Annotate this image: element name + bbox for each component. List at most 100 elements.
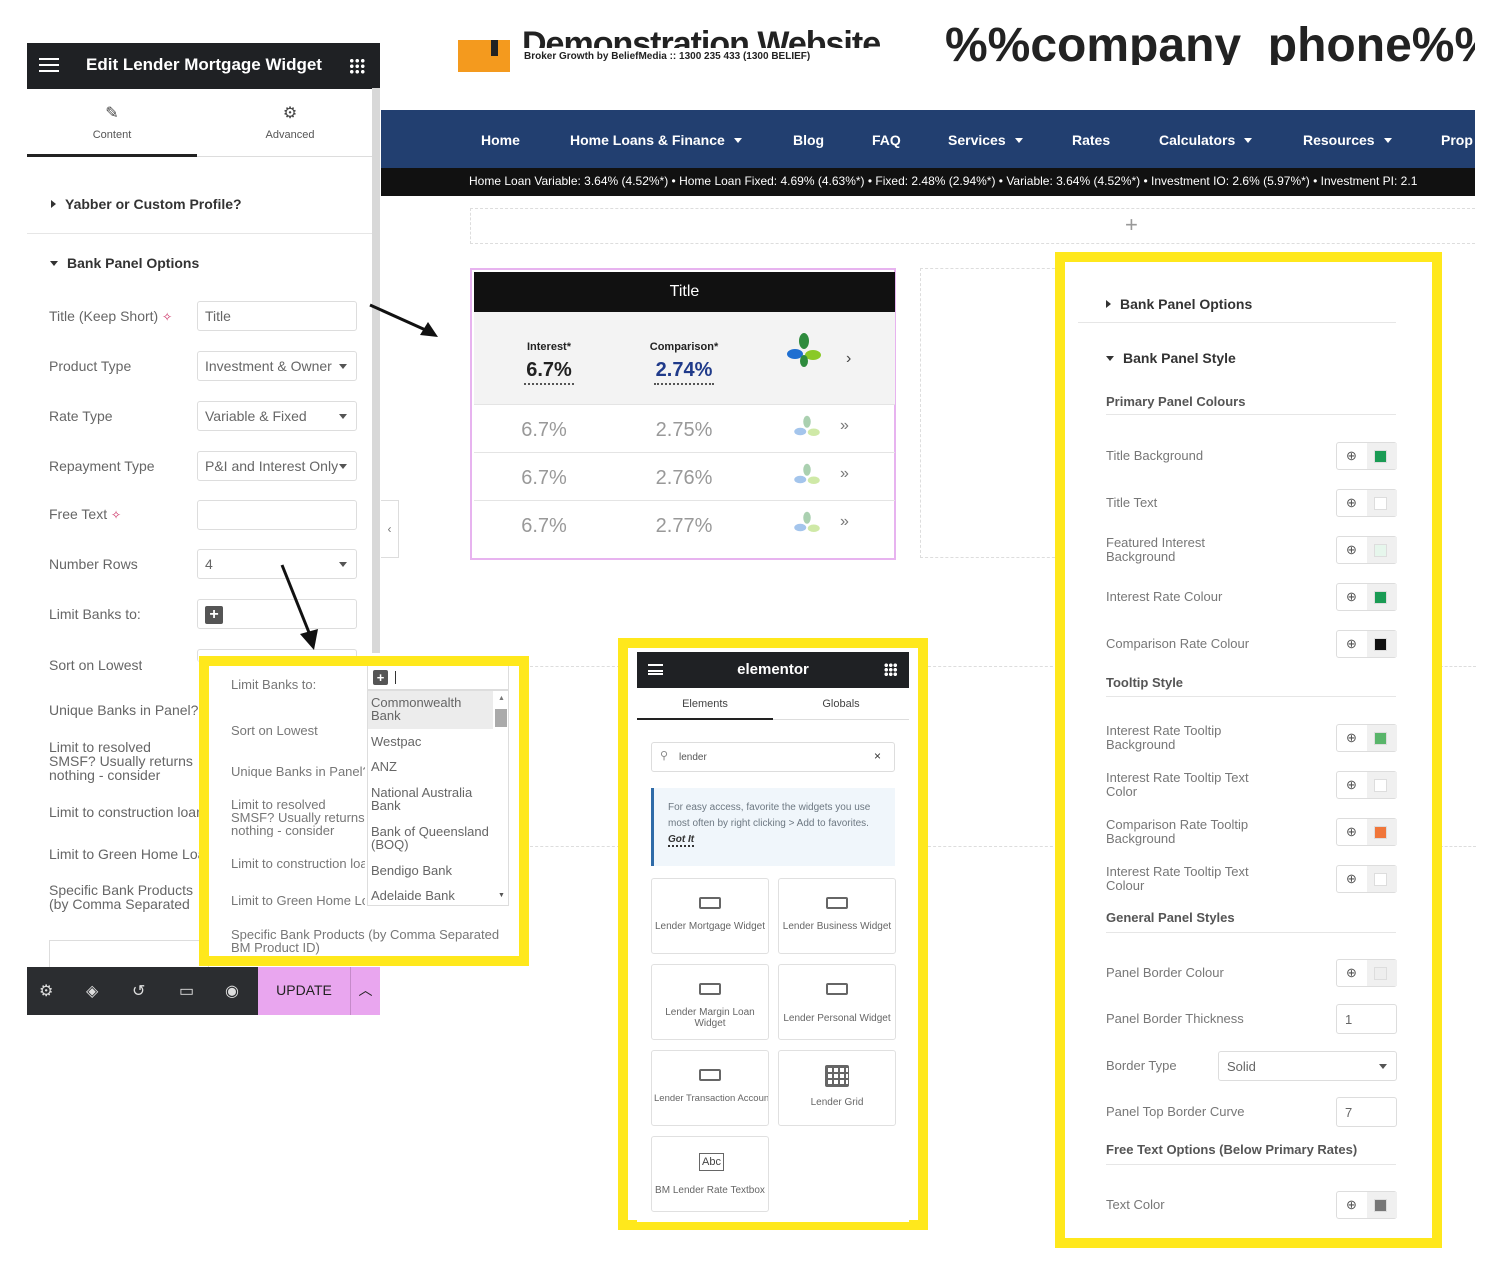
option-nab[interactable]: National Australia Bank [371,785,473,813]
globe-icon[interactable]: ⊕ [1346,730,1357,745]
history-icon[interactable]: ↺ [132,983,146,1000]
option-westpac[interactable]: Westpac [371,734,422,749]
nav-calculators[interactable]: Calculators [1159,132,1253,148]
repayment-type-select[interactable]: P&I and Interest Only [197,451,357,481]
text-color-control[interactable]: ⊕ [1336,1191,1397,1219]
nav-home-loans[interactable]: Home Loans & Finance [570,132,742,148]
widget-lender-transaction[interactable]: Lender Transaction Account Widget [651,1050,769,1126]
widget-lender-mortgage[interactable]: Lender Mortgage Widget [651,878,769,954]
ai-sparkle-icon[interactable]: ✧ [111,508,122,522]
comparison-rate-colour-control[interactable]: ⊕ [1336,630,1397,658]
section-bank-panel-style[interactable]: Bank Panel Style [1106,350,1236,366]
widget-lender-grid[interactable]: Lender Grid [778,1050,896,1126]
widget-lender-personal[interactable]: Lender Personal Widget [778,964,896,1040]
tab-globals[interactable]: Globals [773,690,909,720]
plus-icon[interactable]: + [205,606,223,624]
bank-options-list[interactable]: ▲ ▼ [367,690,509,906]
chevron-right-icon[interactable]: › [846,350,852,367]
number-rows-select[interactable]: 4 [197,549,357,579]
tab-advanced[interactable]: ⚙ Advanced [205,89,375,157]
border-type-select[interactable]: Solid [1218,1051,1397,1081]
nav-blog[interactable]: Blog [793,132,825,148]
nav-prop[interactable]: Prop [1441,132,1473,148]
panel-border-thickness-input[interactable]: 1 [1336,1004,1397,1034]
tab-content[interactable]: ✎ Content [27,89,197,157]
free-text-input[interactable] [197,500,357,530]
globe-icon[interactable]: ⊕ [1346,1197,1357,1212]
lender-rate-widget[interactable]: Title Interest* Comparison* 6.7% 2.74% ›… [470,268,896,560]
globe-icon[interactable]: ⊕ [1346,495,1357,510]
option-anz[interactable]: ANZ [371,759,397,774]
update-options-button[interactable]: ︿ [350,967,380,1015]
color-swatch[interactable] [1374,967,1387,980]
double-chevron-icon[interactable]: » [840,465,849,482]
update-button[interactable]: UPDATE [258,967,350,1015]
nav-services[interactable]: Services [948,132,1023,148]
preview-eye-icon[interactable]: ◉ [225,983,239,1000]
globe-icon[interactable]: ⊕ [1346,965,1357,980]
tab-elements[interactable]: Elements [637,690,773,720]
widget-lender-margin-loan[interactable]: Lender Margin Loan Widget [651,964,769,1040]
interest-tooltip-text-control[interactable]: ⊕ [1336,771,1397,799]
widgets-grid-icon[interactable] [349,58,365,74]
add-section-plus-icon[interactable]: + [1125,212,1138,237]
interest-tooltip-text-colour-control[interactable]: ⊕ [1336,865,1397,893]
option-adelaide[interactable]: Adelaide Bank [371,888,455,903]
option-boq[interactable]: Bank of Queensland (BOQ) [371,824,489,852]
color-swatch[interactable] [1374,779,1387,792]
color-swatch[interactable] [1374,732,1387,745]
nav-faq[interactable]: FAQ [872,132,901,148]
widget-lender-business[interactable]: Lender Business Widget [778,878,896,954]
limit-banks-tag-input[interactable]: + [367,666,509,690]
ai-sparkle-icon[interactable]: ✧ [162,310,173,324]
editor-scrollbar[interactable] [372,88,380,653]
section-yabber[interactable]: Yabber or Custom Profile? [27,196,375,212]
hamburger-menu-icon[interactable] [39,58,59,72]
limit-banks-input[interactable]: + [197,599,357,629]
globe-icon[interactable]: ⊕ [1346,871,1357,886]
plus-icon[interactable]: + [373,670,388,685]
color-swatch[interactable] [1374,1199,1387,1212]
title-input[interactable]: Title [197,301,357,331]
featured-interest-rate[interactable]: 6.7% [524,359,574,385]
color-swatch[interactable] [1374,873,1387,886]
globe-icon[interactable]: ⊕ [1346,448,1357,463]
got-it-link[interactable]: Got It [668,834,695,847]
scroll-up-icon[interactable]: ▲ [498,695,505,702]
featured-interest-bg-control[interactable]: ⊕ [1336,536,1397,564]
color-swatch[interactable] [1374,826,1387,839]
add-section-dropzone[interactable] [470,208,1475,244]
globe-icon[interactable]: ⊕ [1346,636,1357,651]
clear-search-icon[interactable]: × [874,749,882,763]
layers-icon[interactable]: ◈ [86,983,99,1000]
featured-comparison-rate[interactable]: 2.74% [654,359,714,385]
option-commonwealth[interactable]: Commonwealth Bank [371,695,462,723]
widget-search-input[interactable]: ⚲ lender × [651,742,895,772]
nav-rates[interactable]: Rates [1072,132,1111,148]
globe-icon[interactable]: ⊕ [1346,542,1357,557]
color-swatch[interactable] [1374,497,1387,510]
responsive-icon[interactable]: ▭ [179,983,195,1000]
title-background-control[interactable]: ⊕ [1336,442,1397,470]
specific-products-input[interactable] [49,940,209,970]
rate-row[interactable]: 6.7% 2.76% » [474,452,895,500]
double-chevron-icon[interactable]: » [840,417,849,434]
scroll-thumb[interactable] [495,709,507,727]
scroll-down-icon[interactable]: ▼ [498,892,505,899]
title-text-control[interactable]: ⊕ [1336,489,1397,517]
site-title[interactable]: Demonstration Website [522,25,881,48]
settings-icon[interactable]: ⚙ [39,983,54,1000]
collapse-panel-toggle[interactable]: ‹ [381,500,399,558]
hamburger-menu-icon[interactable] [648,664,663,675]
interest-rate-colour-control[interactable]: ⊕ [1336,583,1397,611]
section-bank-panel-options[interactable]: Bank Panel Options [1106,296,1252,312]
nav-home[interactable]: Home [481,132,520,148]
widget-bm-lender-rate-textbox[interactable]: Abc BM Lender Rate Textbox [651,1136,769,1212]
color-swatch[interactable] [1374,591,1387,604]
interest-tooltip-bg-control[interactable]: ⊕ [1336,724,1397,752]
rate-row[interactable]: 6.7% 2.77% » [474,500,895,548]
double-chevron-icon[interactable]: » [840,513,849,530]
panel-top-curve-input[interactable]: 7 [1336,1097,1397,1127]
color-swatch[interactable] [1374,638,1387,651]
nav-resources[interactable]: Resources [1303,132,1392,148]
